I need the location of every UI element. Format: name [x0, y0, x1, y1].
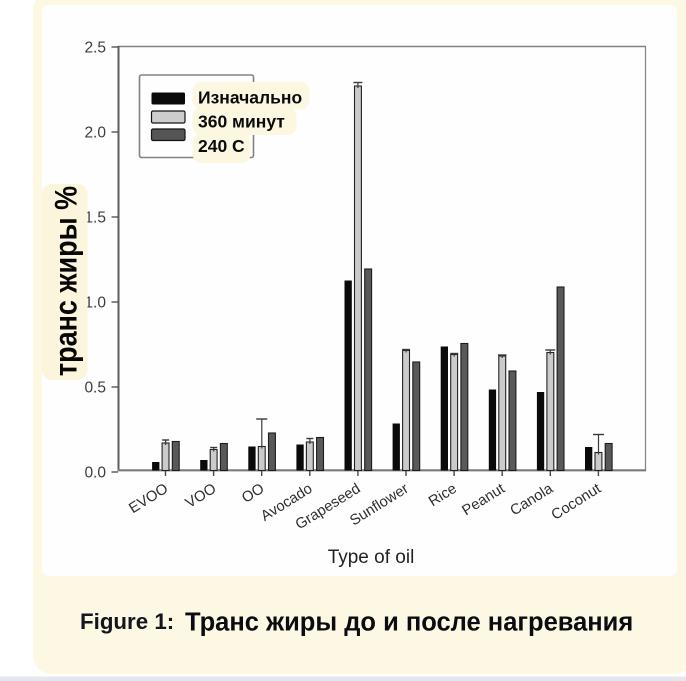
- svg-text:0.5: 0.5: [84, 379, 106, 396]
- svg-text:0.0: 0.0: [84, 464, 106, 481]
- svg-text:2.5: 2.5: [84, 39, 106, 56]
- svg-text:Транс жиры до и после нагреван: Транс жиры до и после нагревания: [185, 609, 633, 637]
- svg-text:Изначально: Изначально: [198, 88, 302, 108]
- svg-text:240 C: 240 C: [198, 136, 245, 156]
- svg-text:1.5: 1.5: [84, 209, 106, 226]
- svg-text:Type of oil: Type of oil: [328, 547, 415, 568]
- svg-text:Figure 1:: Figure 1:: [80, 609, 174, 634]
- svg-text:1.0: 1.0: [84, 294, 106, 311]
- svg-text:транс жиры %: транс жиры %: [48, 186, 84, 376]
- svg-text:360 минут: 360 минут: [198, 112, 285, 132]
- svg-text:2.0: 2.0: [84, 124, 106, 141]
